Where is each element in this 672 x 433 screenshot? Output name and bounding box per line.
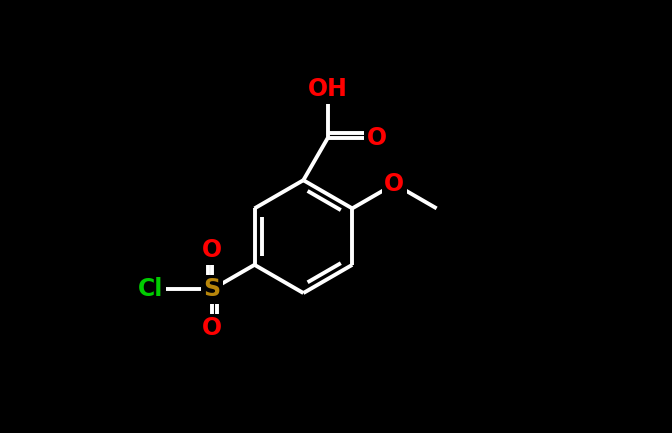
Text: OH: OH [308, 77, 347, 101]
Text: O: O [202, 238, 222, 262]
Text: S: S [204, 277, 221, 301]
Text: Cl: Cl [138, 277, 163, 301]
Text: O: O [202, 316, 222, 340]
Text: O: O [366, 126, 386, 150]
Text: O: O [384, 172, 405, 196]
